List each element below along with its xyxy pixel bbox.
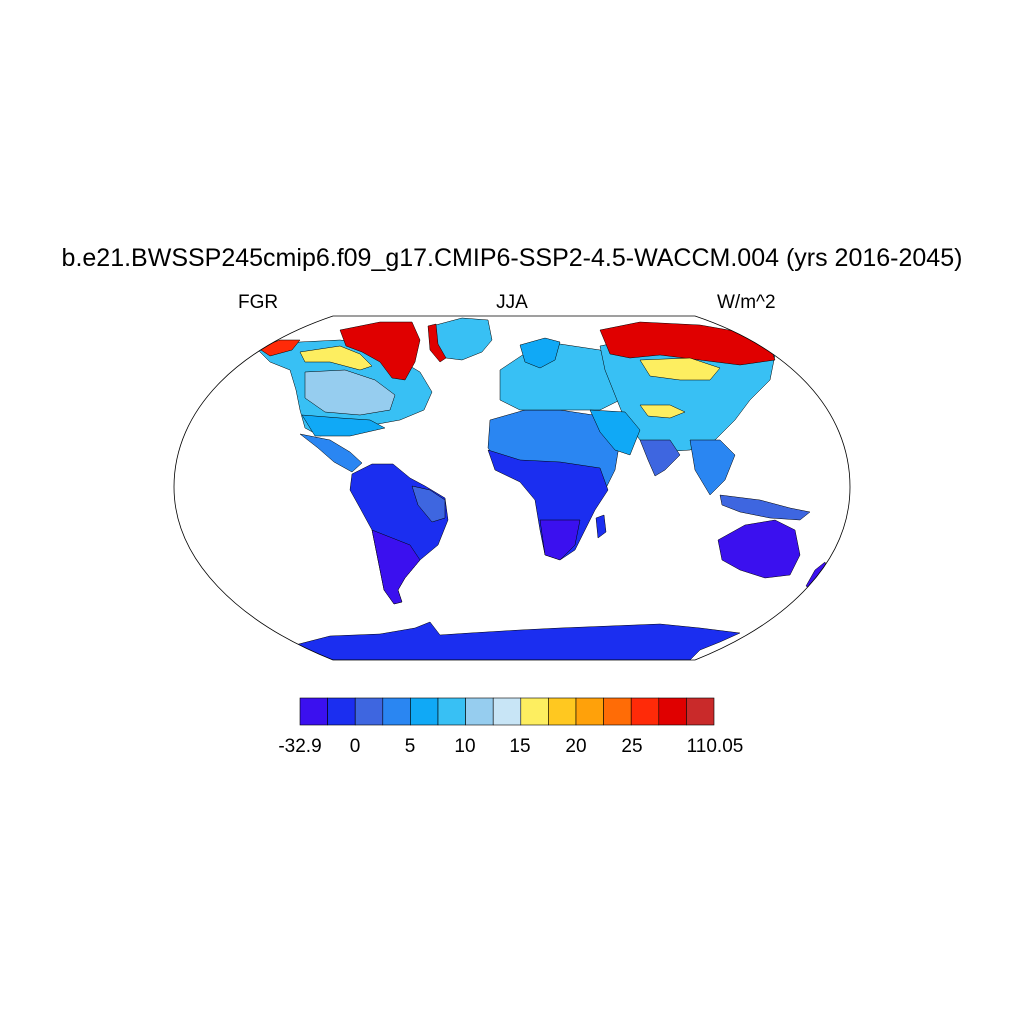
colorbar-box (465, 697, 494, 726)
middle-east (589, 409, 641, 456)
antarctica (294, 621, 741, 660)
india (639, 439, 681, 477)
colorbar-box (437, 697, 466, 726)
map-title: b.e21.BWSSP245cmip6.f09_g17.CMIP6-SSP2-4… (61, 244, 963, 272)
right-string: W/m^2 (717, 292, 776, 313)
map-outline (173, 315, 851, 661)
colorbar-box (630, 697, 660, 726)
left-string: FGR (238, 292, 279, 313)
africa-south (487, 449, 609, 561)
colorbar-box (382, 697, 411, 726)
colorbar (299, 697, 715, 726)
scandinavia (519, 337, 561, 369)
colorbar-label: 5 (404, 736, 416, 757)
indonesia (719, 494, 811, 521)
africa-southern-tip (539, 519, 581, 561)
colorbar-box (603, 697, 632, 726)
arctic-yellow-band (299, 345, 373, 371)
land-regions (257, 317, 829, 660)
colorbar-label: 25 (621, 736, 643, 757)
colorbar-box (686, 697, 715, 726)
colorbar-box (492, 697, 522, 726)
south-america-south (371, 529, 421, 605)
australia (717, 519, 801, 579)
colorbar-box (520, 697, 549, 726)
colorbar-box (354, 697, 384, 726)
colorbar-label: 15 (509, 736, 531, 757)
colorbar-box (410, 697, 439, 726)
siberia-orange (639, 357, 721, 381)
colorbar-box (548, 697, 577, 726)
southeast-asia (689, 439, 736, 496)
central-asia-yellow (639, 404, 686, 419)
center-string: JJA (496, 292, 528, 313)
colorbar-label: 10 (454, 736, 476, 757)
colorbar-label: -32.9 (278, 736, 322, 757)
canadian-arctic (339, 321, 421, 381)
colorbar-box (299, 697, 328, 726)
siberia-hot (599, 321, 776, 366)
north-america-central (304, 369, 396, 416)
colorbar-box (575, 697, 604, 726)
greenland-edge (427, 323, 447, 363)
colorbar-box (327, 697, 356, 726)
madagascar (595, 514, 607, 539)
central-america (299, 433, 363, 473)
alaska-arctic (257, 339, 301, 357)
colorbar-label: 0 (349, 736, 361, 757)
south-america-east (411, 485, 446, 523)
colorbar-box (658, 697, 687, 726)
colorbar-label: 110.05 (686, 736, 744, 757)
colorbar-label: 20 (565, 736, 587, 757)
north-america-south (301, 414, 386, 437)
